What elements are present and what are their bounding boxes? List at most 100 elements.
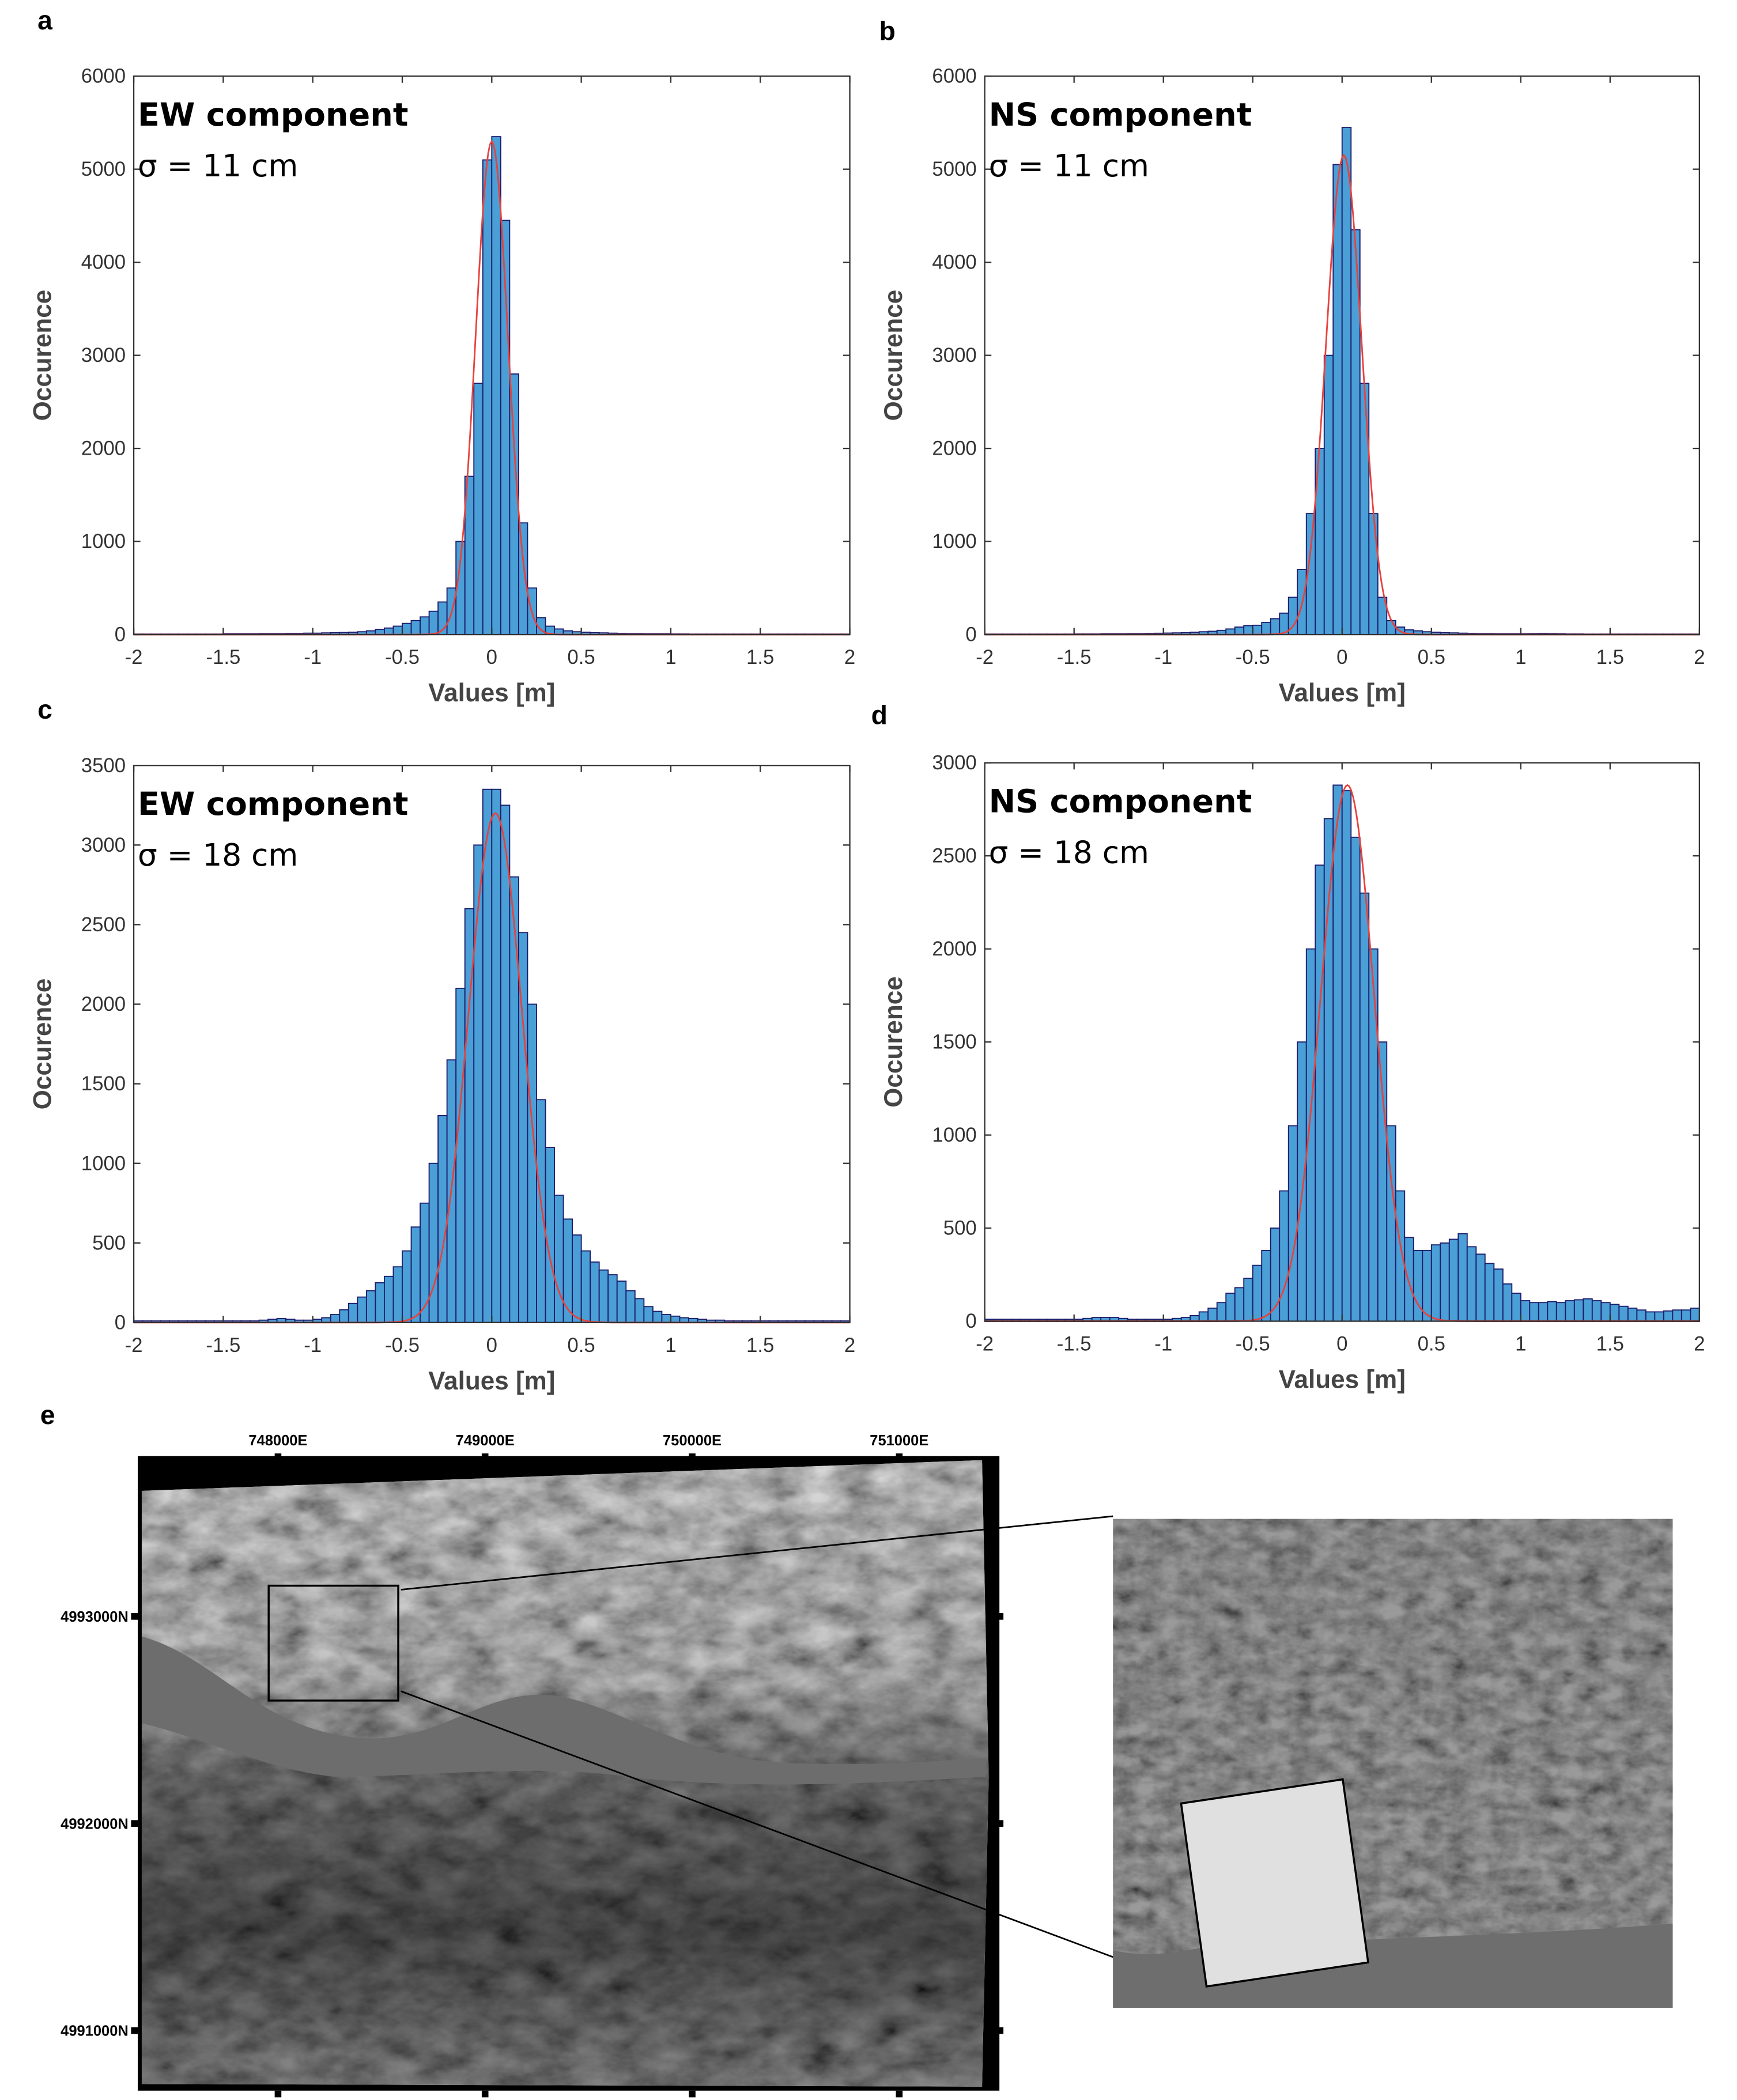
bar xyxy=(1583,1298,1593,1322)
y-tick-label: 1000 xyxy=(81,1153,126,1174)
bar xyxy=(491,788,501,1323)
x-tick-label: -1.5 xyxy=(206,1335,240,1357)
chart: a -2 -1.5 -1 -0.5 0 0.5 1 1.5 2 0 1000 2000 3000 4000 5… xyxy=(28,5,855,707)
map-tick xyxy=(481,1453,489,1460)
bar xyxy=(348,1302,358,1323)
bar xyxy=(634,1298,645,1323)
y-tick-label: 2500 xyxy=(932,845,976,867)
y-tick-label: 3000 xyxy=(81,834,126,856)
bar xyxy=(1243,1278,1253,1322)
connector xyxy=(401,1690,1113,1958)
bar xyxy=(1422,1249,1432,1322)
bar xyxy=(1198,1311,1209,1322)
bar xyxy=(661,1314,671,1323)
bar xyxy=(375,1282,385,1323)
bar xyxy=(1341,790,1352,1322)
chart: b -2 -1.5 -1 -0.5 0 0.5 1 1.5 2 0 1000 2000 3000 4000 5… xyxy=(879,16,1705,707)
bar xyxy=(1279,1190,1289,1322)
x-tick-label: -2 xyxy=(976,1334,994,1355)
y-tick-label: 2500 xyxy=(81,914,126,936)
map-x-label: 749000E xyxy=(456,1433,515,1449)
bar xyxy=(1413,1249,1423,1322)
y-axis-label: Occurence xyxy=(28,290,56,421)
bar xyxy=(1681,1309,1691,1322)
bar xyxy=(1234,626,1245,636)
x-tick-label: -2 xyxy=(125,647,143,668)
bar xyxy=(1315,864,1325,1322)
x-tick-label: -1 xyxy=(1154,647,1172,668)
map-tick xyxy=(689,2090,696,2098)
y-axis-label: Occurence xyxy=(879,976,908,1108)
map-ticks: 748000E 749000E 750000E 751000E 4993000N 4992… xyxy=(61,1433,1004,2098)
bar xyxy=(1207,1308,1218,1322)
bar xyxy=(1225,628,1236,636)
y-tick-label: 3000 xyxy=(932,345,976,367)
bar xyxy=(384,1275,394,1323)
map-tick xyxy=(131,1820,138,1827)
bar xyxy=(1430,1244,1441,1322)
bar xyxy=(1359,892,1370,1322)
bar xyxy=(1323,354,1334,636)
x-tick-label: 1.5 xyxy=(1596,647,1624,668)
bar xyxy=(1225,1293,1236,1322)
bar xyxy=(1627,1308,1638,1322)
bar xyxy=(402,622,412,636)
bar xyxy=(1529,1302,1539,1322)
bar xyxy=(554,1195,564,1323)
y-tick-label: 1000 xyxy=(81,531,126,553)
x-axis-label: Values [m] xyxy=(1279,679,1406,707)
x-tick-label: 1 xyxy=(1515,647,1526,668)
bar xyxy=(1341,127,1352,636)
annotation: σ = 18 cm xyxy=(989,834,1149,870)
bar xyxy=(1368,513,1379,636)
bar xyxy=(1502,1283,1513,1322)
bar xyxy=(1663,1310,1674,1322)
panel-label: a xyxy=(37,5,53,35)
y-tick-label: 0 xyxy=(965,624,976,646)
bar xyxy=(392,1266,403,1323)
bar xyxy=(1555,1302,1566,1322)
y-tick-label: 0 xyxy=(115,1312,126,1334)
x-tick-label: -1 xyxy=(304,647,322,668)
bar xyxy=(1190,1315,1200,1322)
bar xyxy=(339,1309,349,1323)
bar xyxy=(1520,1300,1531,1322)
bar xyxy=(1252,625,1263,636)
x-tick-label: 1 xyxy=(665,647,676,668)
bar xyxy=(1484,1263,1495,1322)
x-tick-label: 2 xyxy=(1694,647,1705,668)
zoom-box xyxy=(267,1584,399,1702)
y-tick-label: 2000 xyxy=(81,438,126,460)
map-y-label: 4993000N xyxy=(61,1609,129,1625)
bar xyxy=(428,1162,439,1323)
y-tick-label: 5000 xyxy=(932,158,976,180)
y-tick-label: 0 xyxy=(965,1310,976,1332)
bar xyxy=(1511,1293,1521,1322)
bar xyxy=(562,1218,573,1323)
bar xyxy=(392,625,403,636)
y-tick-label: 4000 xyxy=(932,252,976,274)
inset-box xyxy=(1180,1778,1369,1988)
map-y-label: 4992000N xyxy=(61,1816,129,1832)
x-tick-label: 0.5 xyxy=(567,1335,595,1357)
bar xyxy=(616,1281,627,1323)
bar xyxy=(1547,1301,1557,1322)
x-axis-label: Values [m] xyxy=(428,679,555,707)
bar xyxy=(1466,1246,1477,1322)
bar xyxy=(1287,1125,1298,1322)
bar xyxy=(410,1226,421,1323)
map-tick xyxy=(996,1613,1004,1620)
bar xyxy=(437,1115,448,1323)
x-tick-label: -1.5 xyxy=(206,647,240,668)
x-tick-label: 2 xyxy=(1694,1334,1705,1355)
y-tick-label: 0 xyxy=(115,624,126,646)
bar xyxy=(607,1274,618,1323)
bar xyxy=(1475,1253,1486,1322)
bar xyxy=(1565,1300,1575,1322)
bar xyxy=(1448,1238,1459,1322)
chart: c -2 -1.5 -1 -0.5 0 0.5 1 1.5 2 0 500 1000 1500 2000 25… xyxy=(28,694,855,1395)
bar xyxy=(1404,1237,1414,1322)
x-tick-label: 2 xyxy=(844,647,855,668)
chart: d -2 -1.5 -1 -0.5 0 0.5 1 1.5 2 0 500 1000 1500 2000 25… xyxy=(871,700,1705,1393)
